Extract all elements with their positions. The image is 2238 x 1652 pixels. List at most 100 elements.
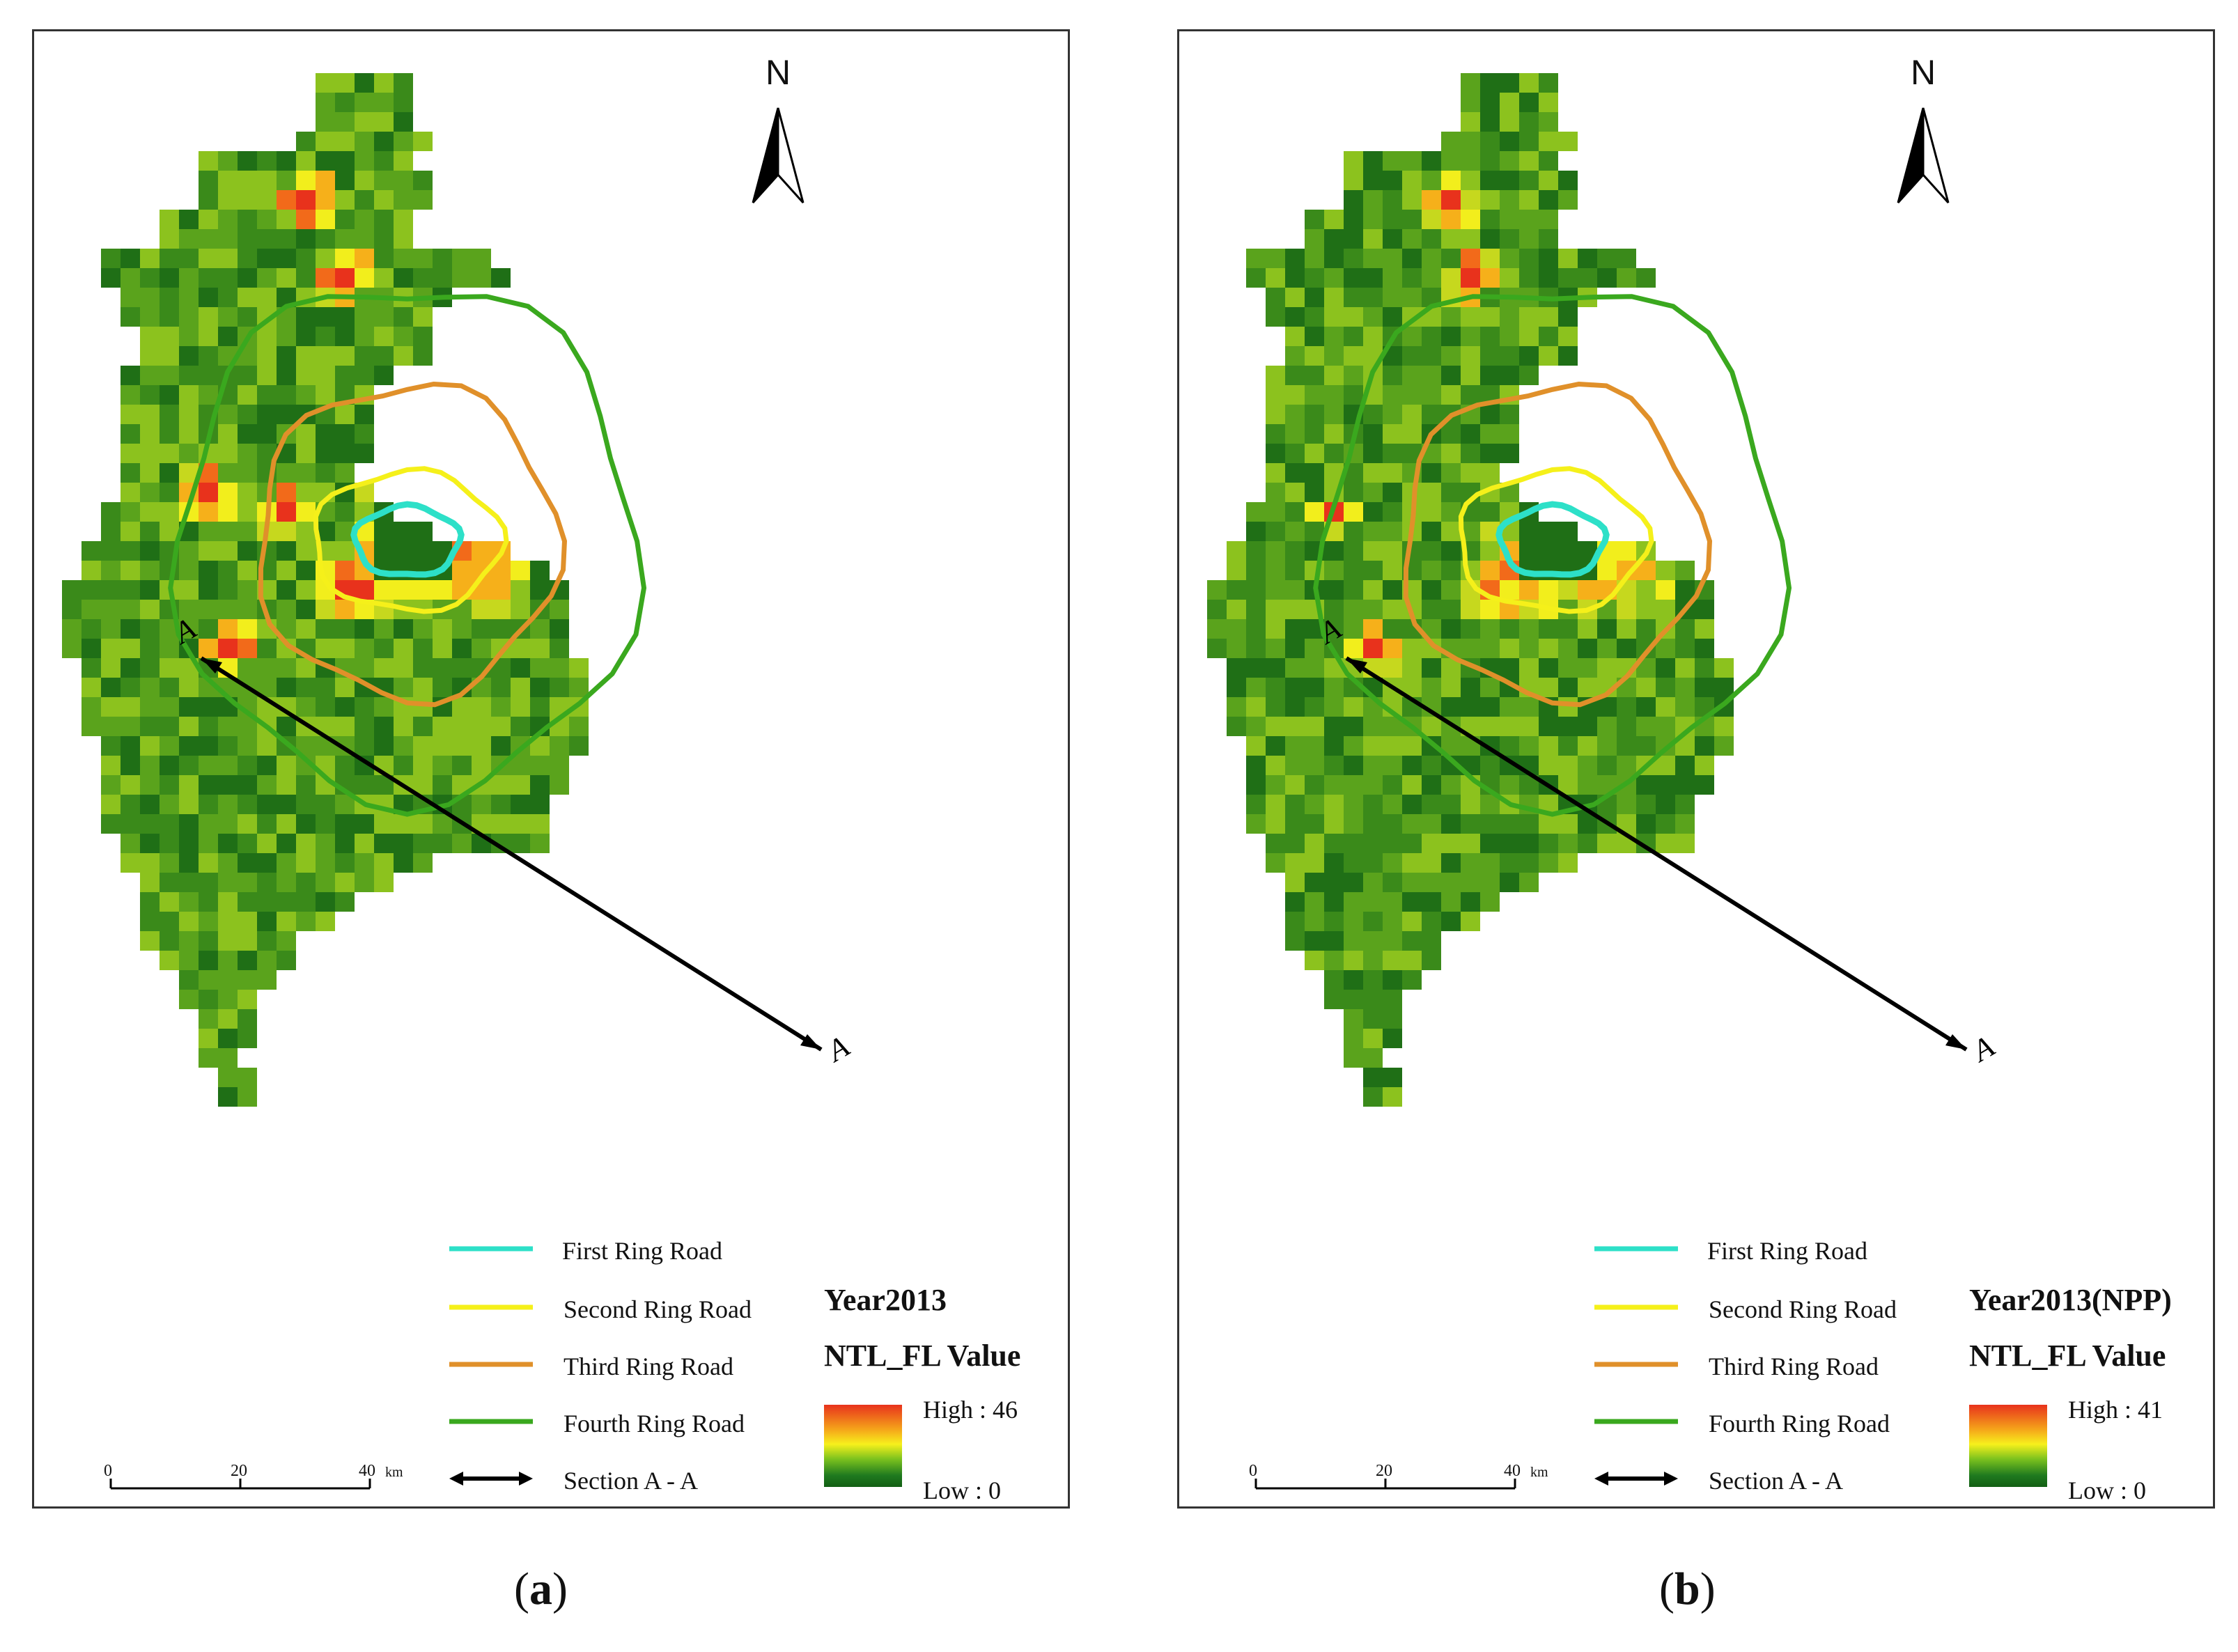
raster-cell bbox=[140, 717, 160, 736]
scale-tick-0: 0 bbox=[1249, 1462, 1257, 1480]
raster-cell bbox=[1305, 658, 1324, 678]
raster-cell bbox=[511, 814, 530, 834]
raster-cell bbox=[140, 249, 160, 268]
raster-cell bbox=[1461, 873, 1480, 892]
raster-cell bbox=[121, 639, 140, 658]
raster-cell bbox=[1285, 541, 1305, 561]
raster-cell bbox=[1266, 678, 1285, 697]
raster-cell bbox=[160, 717, 179, 736]
raster-cell bbox=[1402, 658, 1422, 678]
raster-cell bbox=[1324, 249, 1344, 268]
raster-cell bbox=[316, 814, 335, 834]
raster-cell bbox=[316, 873, 335, 892]
raster-cell bbox=[199, 541, 218, 561]
raster-cell bbox=[1461, 600, 1480, 619]
raster-cell bbox=[296, 210, 316, 229]
raster-cell bbox=[1305, 795, 1324, 814]
raster-cell bbox=[1324, 912, 1344, 931]
raster-cell bbox=[277, 346, 296, 366]
raster-cell bbox=[1383, 307, 1402, 327]
raster-cell bbox=[1266, 619, 1285, 639]
raster-cell bbox=[1344, 814, 1363, 834]
raster-cell bbox=[140, 834, 160, 853]
raster-cell bbox=[433, 268, 452, 288]
raster-cell bbox=[1558, 522, 1578, 541]
raster-cell bbox=[1539, 210, 1558, 229]
raster-cell bbox=[1344, 151, 1363, 171]
raster-cell bbox=[140, 892, 160, 912]
raster-cell bbox=[121, 502, 140, 522]
raster-cell bbox=[199, 717, 218, 736]
raster-cell bbox=[1266, 249, 1285, 268]
raster-cell bbox=[530, 834, 550, 853]
raster-cell bbox=[121, 736, 140, 756]
raster-cell bbox=[1500, 814, 1519, 834]
raster-cell bbox=[1441, 385, 1461, 405]
raster-cell bbox=[199, 912, 218, 931]
raster-cell bbox=[1363, 522, 1383, 541]
raster-cell bbox=[1324, 366, 1344, 385]
fourth-ring-road bbox=[168, 294, 647, 817]
raster-cell bbox=[121, 795, 140, 814]
raster-cell bbox=[491, 268, 511, 288]
raster-cell bbox=[1422, 190, 1441, 210]
raster-cell bbox=[160, 756, 179, 775]
raster-cell bbox=[316, 73, 335, 93]
color-ramp bbox=[1969, 1405, 2047, 1487]
raster-cell bbox=[1636, 775, 1656, 795]
raster-cell bbox=[1363, 736, 1383, 756]
raster-cell bbox=[179, 912, 199, 931]
raster-cell bbox=[1246, 619, 1266, 639]
raster-cell bbox=[1266, 502, 1285, 522]
raster-cell bbox=[1558, 736, 1578, 756]
raster-cell bbox=[257, 756, 277, 775]
raster-cell bbox=[1441, 522, 1461, 541]
raster-cell bbox=[160, 385, 179, 405]
raster-cell bbox=[1305, 268, 1324, 288]
raster-cell bbox=[1480, 873, 1500, 892]
raster-cell bbox=[1695, 756, 1714, 775]
raster-cell bbox=[199, 990, 218, 1009]
raster-cell bbox=[296, 795, 316, 814]
raster-cell bbox=[1480, 814, 1500, 834]
raster-cell bbox=[238, 229, 257, 249]
raster-cell bbox=[1383, 756, 1402, 775]
raster-cell bbox=[1636, 619, 1656, 639]
raster-cell bbox=[1383, 873, 1402, 892]
raster-cell bbox=[316, 892, 335, 912]
raster-cell bbox=[238, 736, 257, 756]
raster-cell bbox=[160, 873, 179, 892]
raster-cell bbox=[316, 171, 335, 190]
raster-cell bbox=[1266, 600, 1285, 619]
raster-cell bbox=[1441, 268, 1461, 288]
raster-cell bbox=[1578, 678, 1597, 697]
raster-cell bbox=[81, 561, 101, 580]
raster-cell bbox=[199, 249, 218, 268]
raster-cell bbox=[1558, 190, 1578, 210]
raster-cell bbox=[355, 249, 374, 268]
raster-cell bbox=[335, 502, 355, 522]
raster-cell bbox=[1266, 814, 1285, 834]
raster-cell bbox=[1305, 951, 1324, 970]
raster-cell bbox=[296, 346, 316, 366]
raster-cell bbox=[472, 619, 491, 639]
raster-cell bbox=[277, 463, 296, 483]
raster-cell bbox=[160, 736, 179, 756]
raster-cell bbox=[433, 639, 452, 658]
raster-cell bbox=[296, 892, 316, 912]
raster-cell bbox=[1363, 249, 1383, 268]
raster-cell bbox=[355, 619, 374, 639]
raster-cell bbox=[394, 580, 413, 600]
raster-cell bbox=[1656, 775, 1675, 795]
raster-cell bbox=[569, 678, 589, 697]
raster-cell bbox=[1617, 736, 1636, 756]
raster-cell bbox=[1285, 366, 1305, 385]
raster-cell bbox=[199, 366, 218, 385]
raster-cell bbox=[1480, 639, 1500, 658]
raster-cell bbox=[1461, 853, 1480, 873]
raster-cell bbox=[316, 268, 335, 288]
raster-cell bbox=[218, 600, 238, 619]
raster-cell bbox=[140, 775, 160, 795]
raster-cell bbox=[316, 112, 335, 132]
raster-cell bbox=[1227, 697, 1246, 717]
